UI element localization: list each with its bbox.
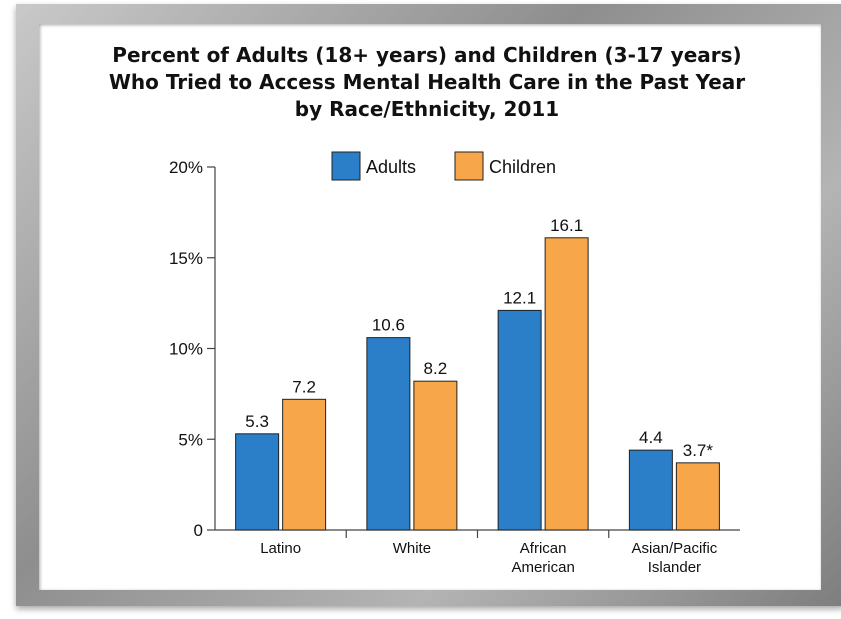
category-label: Latino [260,540,301,557]
bar-children [282,398,327,531]
y-tick-label: 0 [194,521,203,540]
category-label: White [393,540,431,557]
legend-swatch-children [454,151,484,181]
chart-title: Percent of Adults (18+ years) and Childr… [109,43,745,121]
chart-title-line: Who Tried to Access Mental Health Care i… [109,70,745,94]
value-label-adults: 12.1 [503,288,536,307]
value-label-children: 7.2 [292,377,316,396]
chart-title-line: by Race/Ethnicity, 2011 [295,97,559,121]
bars: 5.3 7.2 10.6 8.2 12.1 16.1 4.4 3.7* [235,216,720,531]
bar-adults [497,309,542,531]
value-label-children: 16.1 [550,216,583,235]
bar-adults [235,433,280,531]
y-tick-label: 15% [169,249,203,268]
y-tick-label: 5% [178,430,203,449]
bar-adults [366,337,411,531]
y-tick-label: 10% [169,340,203,359]
category-label: Asian/Pacific [631,540,717,557]
category-label: African [520,540,567,557]
category-label: Islander [648,559,701,576]
x-axis-labels: Latino White African American Asian/Pacific I… [260,540,718,576]
legend-label-adults: Adults [366,157,416,177]
value-label-children: 8.2 [424,359,448,378]
chart-legend: Adults Children [331,151,556,181]
y-axis: 0 5% 10% 15% 20% [169,158,740,540]
legend-swatch-adults [331,151,361,181]
bar-adults [628,449,673,531]
bar-children [675,462,720,531]
y-tick-label: 20% [169,158,203,177]
value-label-adults: 5.3 [245,412,269,431]
legend-label-children: Children [489,157,556,177]
bar-children [413,380,458,531]
bar-children [544,237,589,531]
value-label-adults: 10.6 [372,316,405,335]
value-label-adults: 4.4 [639,428,663,447]
value-label-children: 3.7* [683,441,714,460]
chart-title-line: Percent of Adults (18+ years) and Childr… [112,43,741,67]
category-label: American [511,559,574,576]
